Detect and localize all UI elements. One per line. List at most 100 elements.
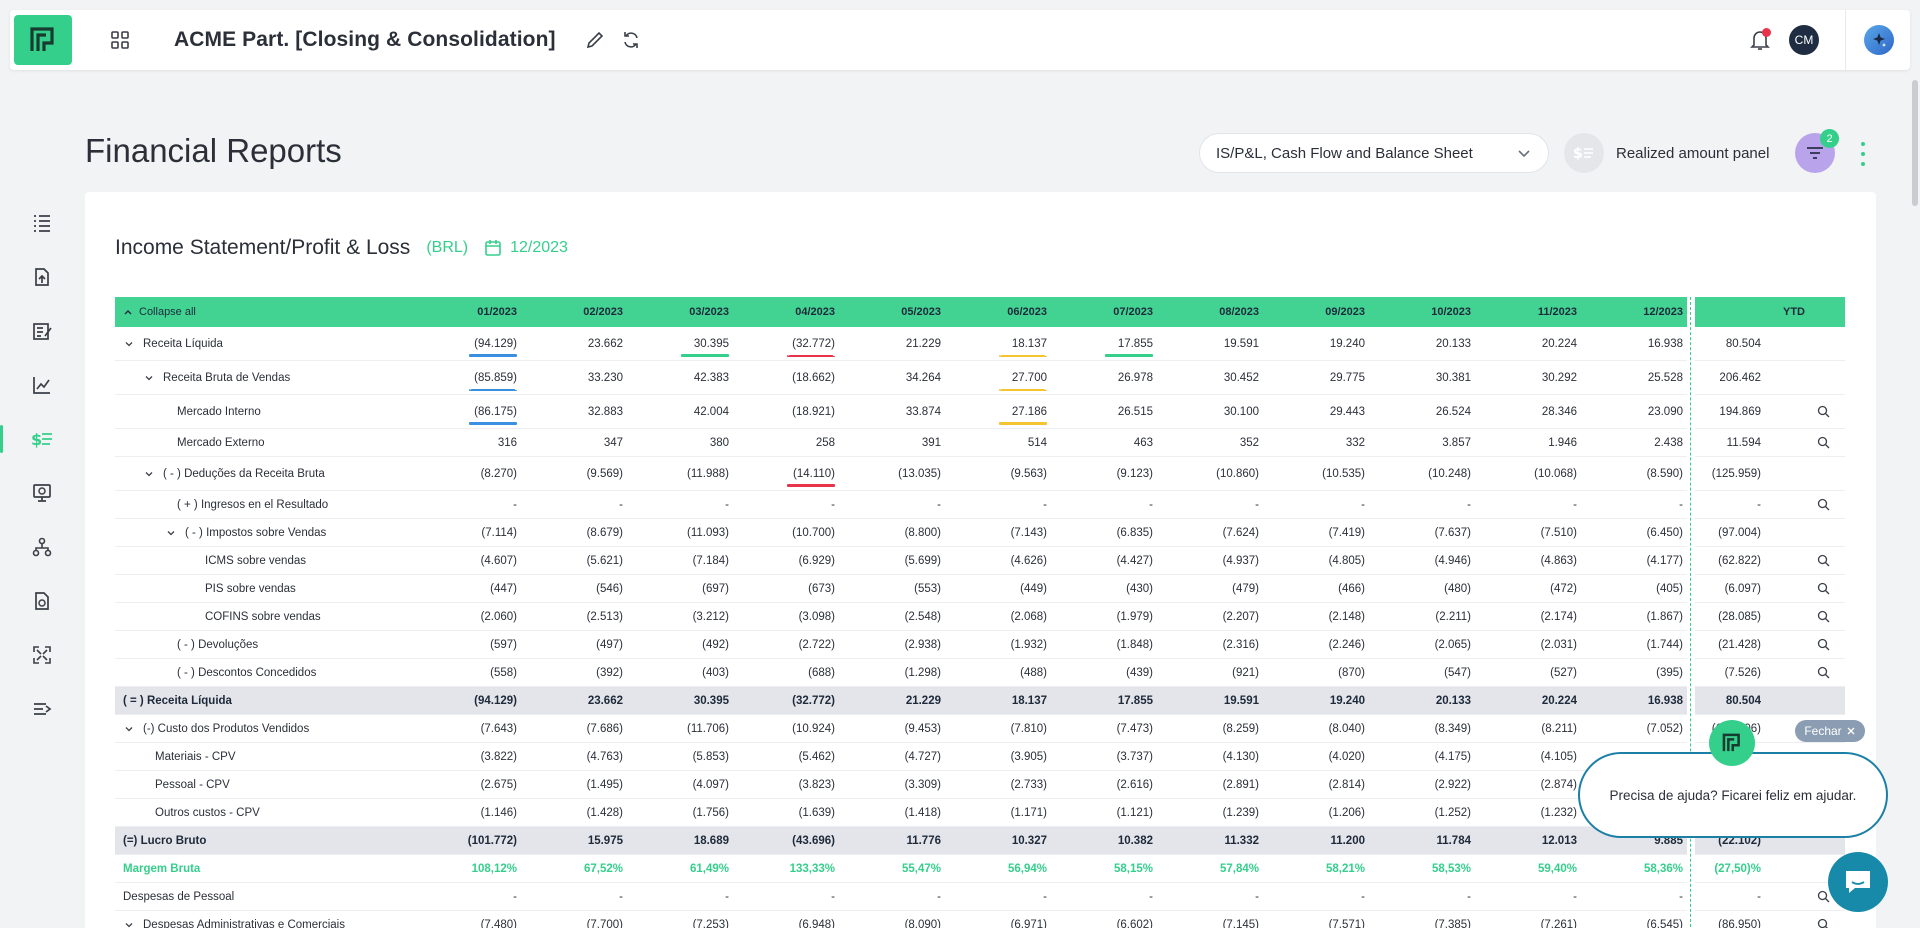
month-value[interactable]: (4.727) xyxy=(904,750,941,763)
month-value[interactable]: (688) xyxy=(808,666,835,679)
search-icon[interactable] xyxy=(1817,659,1830,686)
month-value[interactable]: (439) xyxy=(1126,666,1153,679)
month-value[interactable]: (673) xyxy=(808,582,835,595)
month-value[interactable]: 11.784 xyxy=(1436,834,1471,847)
collapse-all-button[interactable]: Collapse all xyxy=(123,297,196,327)
month-value[interactable]: (7.261) xyxy=(1540,918,1577,928)
month-value[interactable]: 55,47% xyxy=(901,862,941,875)
month-value[interactable]: (1.121) xyxy=(1116,806,1153,819)
month-value[interactable]: 18.137 xyxy=(1011,337,1047,350)
month-value[interactable]: (6.545) xyxy=(1646,918,1683,928)
month-value[interactable]: (7.510) xyxy=(1540,526,1577,539)
month-value[interactable]: 58,36% xyxy=(1643,862,1683,875)
month-value[interactable]: (1.418) xyxy=(904,806,941,819)
month-value[interactable]: 332 xyxy=(1345,436,1365,449)
table-row[interactable]: Pessoal - CPV (2.675) (1.495) (4.097) (3.823… xyxy=(115,771,1845,799)
table-row[interactable]: ( + ) Ingresos en el Resultado - - - - - - - - - -… xyxy=(115,491,1845,519)
month-value[interactable]: (1.756) xyxy=(692,806,729,819)
month-value[interactable]: (2.148) xyxy=(1328,610,1365,623)
chevron-down-icon[interactable] xyxy=(143,373,155,383)
month-value[interactable]: - xyxy=(1043,890,1047,903)
month-value[interactable]: (1.932) xyxy=(1010,638,1047,651)
month-value[interactable]: 20.224 xyxy=(1541,337,1577,350)
month-value[interactable]: - xyxy=(937,498,941,511)
month-value[interactable]: (8.679) xyxy=(586,526,623,539)
month-value[interactable]: 61,49% xyxy=(689,862,729,875)
month-value[interactable]: 347 xyxy=(603,436,623,449)
month-value[interactable]: - xyxy=(1679,498,1683,511)
page-scrollbar[interactable] xyxy=(1912,80,1918,206)
month-value[interactable]: (1.428) xyxy=(586,806,623,819)
month-value[interactable]: 19.240 xyxy=(1329,694,1365,707)
month-value[interactable]: (4.130) xyxy=(1222,750,1259,763)
month-value[interactable]: (7.810) xyxy=(1010,722,1047,735)
month-value[interactable]: 57,84% xyxy=(1219,862,1259,875)
month-value[interactable]: (6.971) xyxy=(1010,918,1047,928)
month-value[interactable]: (4.105) xyxy=(1540,750,1577,763)
month-value[interactable]: (7.473) xyxy=(1116,722,1153,735)
month-value[interactable]: (4.863) xyxy=(1540,554,1577,567)
ytd-value[interactable]: - xyxy=(1757,498,1761,511)
month-value[interactable]: - xyxy=(1361,890,1365,903)
month-value[interactable]: (6.835) xyxy=(1116,526,1153,539)
month-value[interactable]: (3.309) xyxy=(904,778,941,791)
ytd-value[interactable]: (7.526) xyxy=(1724,666,1761,679)
month-value[interactable]: (6.929) xyxy=(798,554,835,567)
month-value[interactable]: (10.700) xyxy=(792,526,835,539)
month-value[interactable]: (6.948) xyxy=(798,918,835,928)
month-value[interactable]: 58,21% xyxy=(1325,862,1365,875)
nav-upload-file-icon[interactable] xyxy=(0,250,84,304)
month-value[interactable]: (4.805) xyxy=(1328,554,1365,567)
month-value[interactable]: (527) xyxy=(1550,666,1577,679)
month-value[interactable]: 11.200 xyxy=(1330,834,1365,847)
month-value[interactable]: (11.093) xyxy=(687,526,729,539)
month-value[interactable]: - xyxy=(1467,890,1471,903)
month-value[interactable]: 29.775 xyxy=(1329,371,1365,384)
month-value[interactable]: (10.924) xyxy=(792,722,835,735)
search-icon[interactable] xyxy=(1817,429,1830,456)
month-value[interactable]: (2.207) xyxy=(1222,610,1259,623)
month-value[interactable]: 23.662 xyxy=(587,337,623,350)
month-value[interactable]: (2.814) xyxy=(1328,778,1365,791)
month-value[interactable]: 67,52% xyxy=(583,862,623,875)
month-value[interactable]: (2.174) xyxy=(1540,610,1577,623)
nav-presentation-icon[interactable] xyxy=(0,466,84,520)
month-value[interactable]: 33.230 xyxy=(587,371,623,384)
month-value[interactable]: (466) xyxy=(1338,582,1365,595)
period-picker[interactable]: 12/2023 xyxy=(484,239,568,257)
month-value[interactable]: 20.133 xyxy=(1435,337,1471,350)
month-value[interactable]: (86.175) xyxy=(474,405,517,418)
month-value[interactable]: (85.859) xyxy=(474,371,517,384)
month-value[interactable]: (2.513) xyxy=(586,610,623,623)
nav-ledger-edit-icon[interactable] xyxy=(0,304,84,358)
month-value[interactable]: (1.239) xyxy=(1222,806,1259,819)
month-value[interactable]: (405) xyxy=(1656,582,1683,595)
month-value[interactable]: (8.211) xyxy=(1541,722,1577,735)
month-value[interactable]: (4.626) xyxy=(1010,554,1047,567)
chevron-down-icon[interactable] xyxy=(123,724,135,734)
chat-close-button[interactable]: Fechar xyxy=(1795,720,1865,742)
month-value[interactable]: (7.637) xyxy=(1434,526,1471,539)
month-value[interactable]: (2.068) xyxy=(1010,610,1047,623)
month-value[interactable]: (9.453) xyxy=(904,722,941,735)
month-value[interactable]: (7.700) xyxy=(586,918,623,928)
month-value[interactable]: 23.662 xyxy=(587,694,623,707)
month-value[interactable]: (5.621) xyxy=(586,554,623,567)
month-value[interactable]: - xyxy=(1149,890,1153,903)
table-row[interactable]: ( = ) Receita Líquida (94.129) 23.662 30.39… xyxy=(115,687,1845,715)
ytd-value[interactable]: - xyxy=(1757,890,1761,903)
nav-report-document-icon[interactable] xyxy=(0,574,84,628)
ytd-value[interactable]: (86.950) xyxy=(1718,918,1761,928)
nav-hierarchy-icon[interactable] xyxy=(0,520,84,574)
month-value[interactable]: (4.177) xyxy=(1646,554,1683,567)
nav-list-icon[interactable] xyxy=(0,196,84,250)
month-value[interactable]: 15.975 xyxy=(587,834,623,847)
month-value[interactable]: (32.772) xyxy=(792,694,835,707)
month-value[interactable]: 1.946 xyxy=(1548,436,1577,449)
month-value[interactable]: (8.590) xyxy=(1646,467,1683,480)
chat-help-bubble[interactable]: Precisa de ajuda? Ficarei feliz em ajuda… xyxy=(1578,752,1888,838)
ytd-value[interactable]: (21.428) xyxy=(1718,638,1761,651)
chat-open-button[interactable] xyxy=(1828,852,1888,912)
month-value[interactable]: (403) xyxy=(702,666,729,679)
month-value[interactable]: (3.905) xyxy=(1010,750,1047,763)
